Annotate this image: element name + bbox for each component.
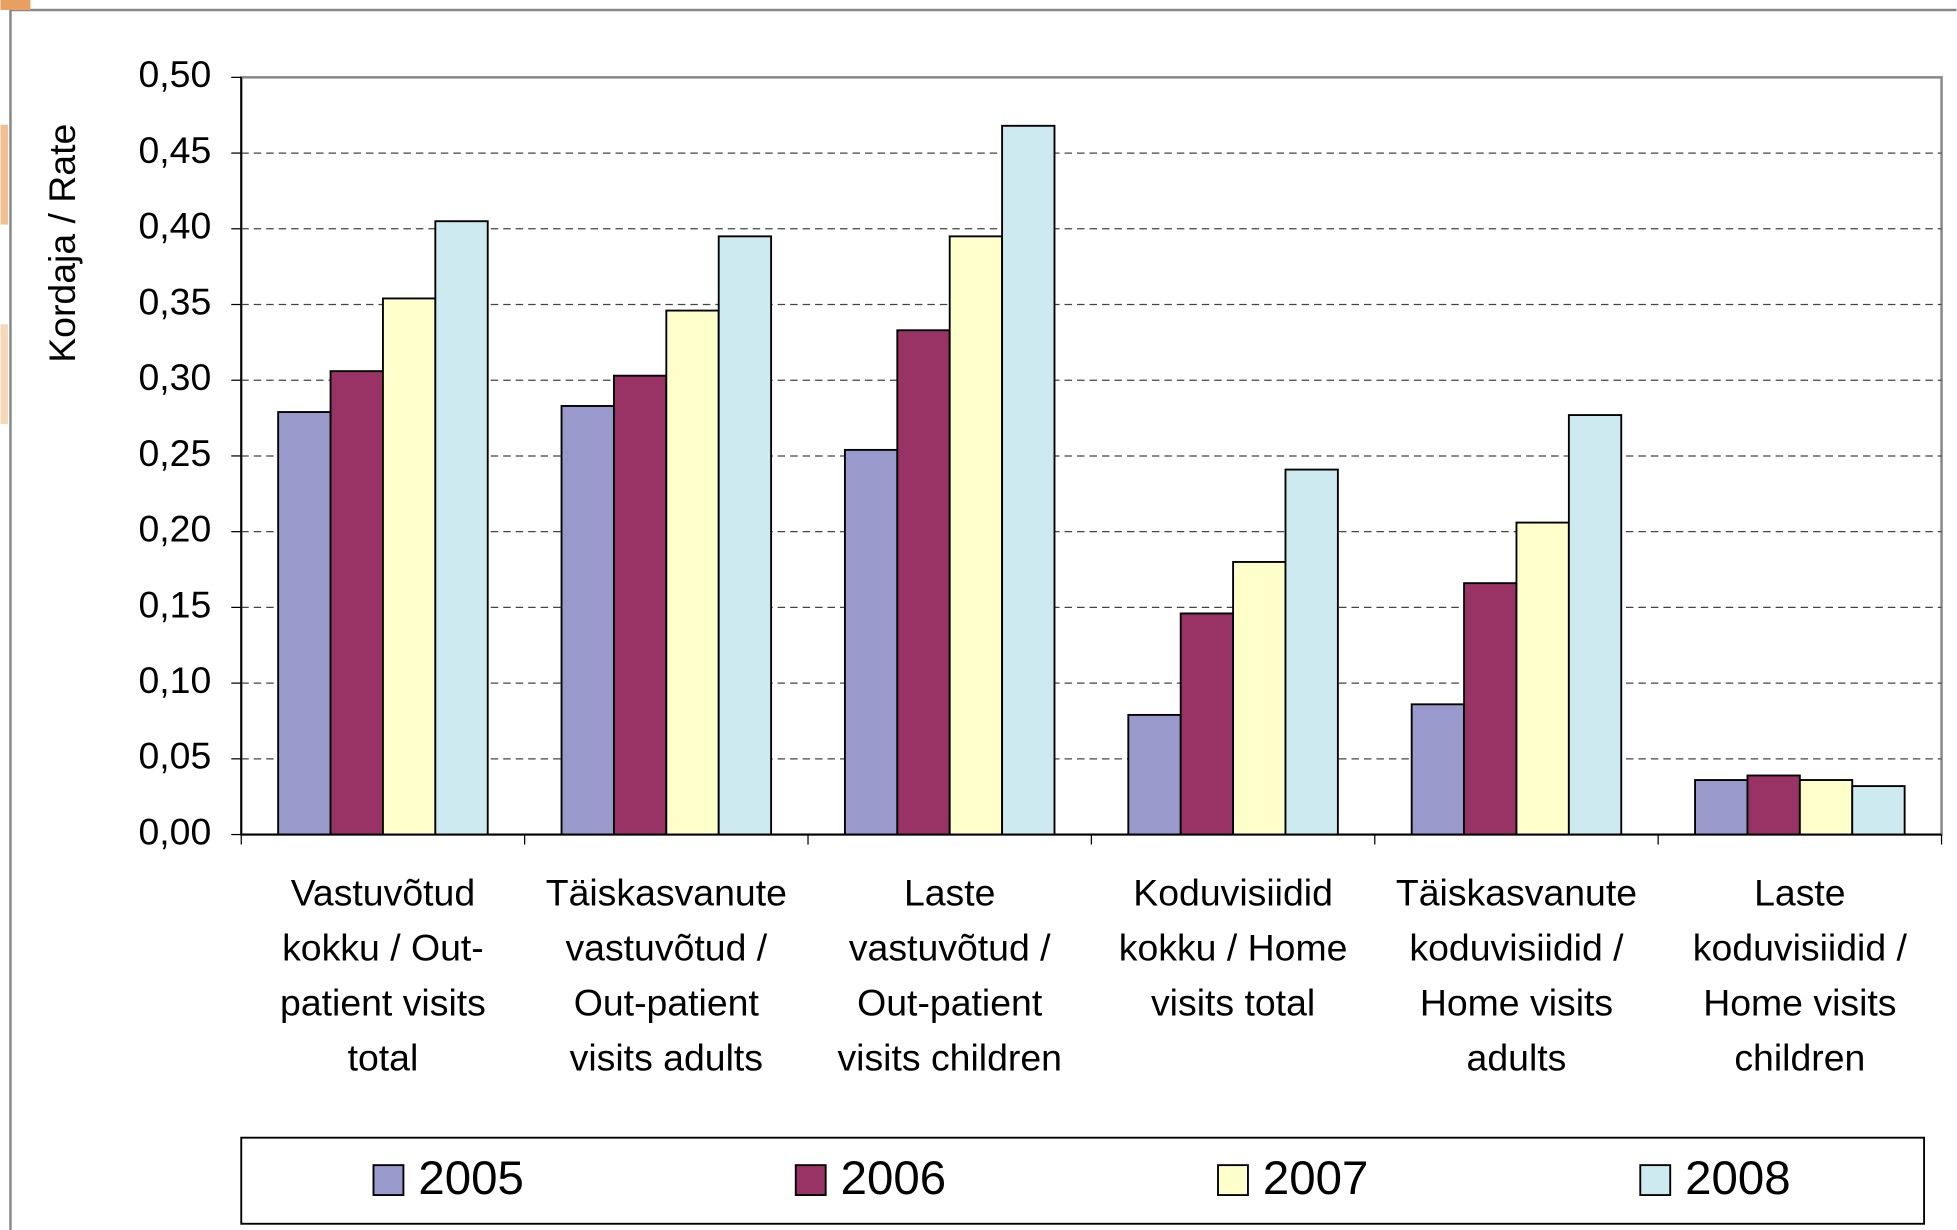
y-tick-label: 0,45 bbox=[138, 129, 211, 171]
bar bbox=[1515, 521, 1570, 836]
bar bbox=[1284, 468, 1339, 836]
decoration bbox=[0, 124, 8, 225]
x-tick-label: Vastuvõtud kokku / Out-patient visits tota… bbox=[280, 872, 486, 1079]
bar bbox=[717, 235, 773, 836]
legend-label: 2008 bbox=[1685, 1152, 1790, 1205]
bar bbox=[843, 448, 899, 836]
bar bbox=[560, 405, 615, 836]
y-tick-label: 0,20 bbox=[138, 508, 211, 550]
legend-swatch bbox=[794, 1164, 827, 1197]
x-tick-label: Koduvisiidid kokku / Home visits total bbox=[1119, 872, 1348, 1024]
bar bbox=[1127, 713, 1182, 836]
y-tick-label: 0,35 bbox=[138, 280, 211, 322]
bar bbox=[1410, 703, 1466, 836]
bar bbox=[1567, 414, 1623, 836]
decoration bbox=[0, 0, 31, 10]
legend-label: 2005 bbox=[418, 1152, 523, 1205]
bar bbox=[329, 370, 384, 836]
bar bbox=[1179, 612, 1235, 836]
bar bbox=[1694, 779, 1749, 836]
legend-label: 2006 bbox=[841, 1152, 946, 1205]
x-tick-label: Täiskasvanute vastuvõtud / Out-patient visi… bbox=[546, 872, 787, 1079]
bar bbox=[1746, 774, 1801, 836]
bar bbox=[1851, 785, 1906, 836]
x-tick-label: Täiskasvanute koduvisiidid / Home visits ad… bbox=[1396, 872, 1637, 1079]
y-tick-label: 0,25 bbox=[138, 432, 211, 474]
y-tick-label: 0,10 bbox=[138, 659, 211, 701]
bar bbox=[382, 297, 437, 836]
legend-swatch bbox=[1639, 1164, 1672, 1197]
x-tick-label: Laste koduvisiidid / Home visits children bbox=[1693, 872, 1908, 1079]
bar bbox=[612, 374, 668, 836]
bar bbox=[1798, 779, 1854, 836]
decoration bbox=[0, 324, 8, 425]
bar bbox=[1232, 561, 1287, 836]
y-tick-label: 0,15 bbox=[138, 583, 211, 625]
y-axis-label: Kordaja / Rate bbox=[41, 124, 83, 363]
bar bbox=[277, 411, 332, 836]
y-tick-label: 0,00 bbox=[138, 810, 211, 852]
bar bbox=[948, 235, 1004, 836]
bar bbox=[434, 220, 489, 836]
y-tick-label: 0,05 bbox=[138, 735, 211, 777]
legend-swatch bbox=[372, 1164, 405, 1197]
bar bbox=[896, 329, 951, 836]
x-tick-label: Laste vastuvõtud / Out-patient visits child… bbox=[837, 872, 1062, 1079]
y-tick-label: 0,50 bbox=[138, 53, 211, 95]
bar bbox=[1001, 124, 1056, 836]
y-tick-label: 0,40 bbox=[138, 205, 211, 247]
bar bbox=[1463, 582, 1518, 836]
bar bbox=[665, 309, 720, 836]
legend-label: 2007 bbox=[1263, 1152, 1368, 1205]
y-tick-label: 0,30 bbox=[138, 356, 211, 398]
legend-swatch bbox=[1217, 1164, 1249, 1197]
